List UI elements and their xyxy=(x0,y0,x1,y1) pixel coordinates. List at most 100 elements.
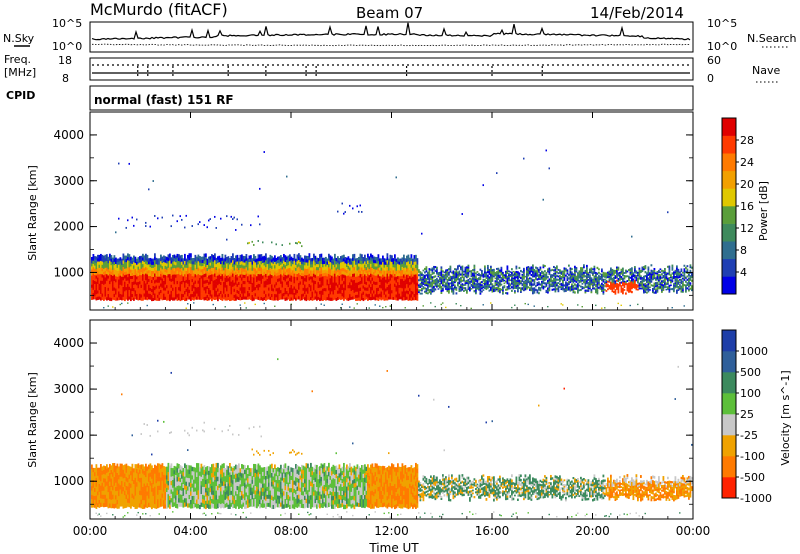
power-echo-cell xyxy=(499,274,501,277)
power-echo-cell xyxy=(251,273,254,277)
power-echo-cell xyxy=(440,274,443,277)
power-echo-cell xyxy=(629,290,632,293)
power-echo-cell xyxy=(115,275,117,280)
power-echo-cell xyxy=(241,283,243,288)
power-echo-cell xyxy=(452,290,455,293)
power-echo-cell xyxy=(379,272,381,277)
power-echo-cell xyxy=(415,270,417,275)
power-echo-cell xyxy=(266,257,269,262)
power-echo-cell xyxy=(185,267,188,271)
power-echo-cell xyxy=(449,282,452,285)
power-echo-cell xyxy=(212,277,215,281)
power-echo-cell xyxy=(335,282,338,286)
power-echo-cell xyxy=(202,293,204,297)
power-echo-cell xyxy=(178,280,180,284)
power-echo-cell xyxy=(467,284,470,287)
power-echo-cell xyxy=(575,275,578,278)
power-echo-cell xyxy=(283,282,285,287)
power-echo-cell xyxy=(190,290,192,295)
power-echo-cell xyxy=(121,276,123,280)
power-echo-cell xyxy=(427,274,429,277)
power-echo-cell xyxy=(232,259,234,264)
power-echo-cell xyxy=(364,274,366,278)
power-echo-cell xyxy=(323,260,326,265)
power-echo-cell xyxy=(386,276,389,281)
power-echo-cell xyxy=(133,258,135,263)
power-echo-cell xyxy=(133,261,135,266)
power-echo-cell xyxy=(121,258,123,262)
power-echo-cell xyxy=(122,293,125,297)
power-echo-cell xyxy=(262,256,264,260)
power-echo-cell xyxy=(503,275,506,278)
power-echo-cell xyxy=(655,285,657,288)
power-echo-cell xyxy=(284,294,287,298)
power-echo-cell xyxy=(103,281,105,285)
power-echo-cell xyxy=(562,284,564,286)
power-echo-cell xyxy=(587,279,590,281)
power-echo-cell xyxy=(602,285,605,288)
power-echo-cell xyxy=(284,287,287,292)
power-echo-cell xyxy=(448,273,450,276)
power-echo-cell xyxy=(337,274,339,279)
power-echo-cell xyxy=(415,280,417,285)
power-echo-cell xyxy=(494,289,497,292)
power-echo-cell xyxy=(233,257,236,262)
power-echo-cell xyxy=(239,290,242,294)
power-echo-cell xyxy=(265,290,267,295)
power-echo-cell xyxy=(235,255,237,259)
power-echo-cell xyxy=(614,285,617,288)
power-echo-cell xyxy=(365,278,368,282)
power-echo-cell xyxy=(184,287,186,292)
power-echo-cell xyxy=(542,282,545,285)
power-echo-cell xyxy=(635,285,638,288)
power-echo-cell xyxy=(662,289,665,291)
power-echo-cell xyxy=(100,273,102,278)
power-echo-cell xyxy=(470,285,473,287)
power-echo-cell xyxy=(367,253,369,258)
power-echo-cell xyxy=(176,263,179,268)
power-echo-cell xyxy=(383,270,386,274)
power-echo-cell xyxy=(218,274,221,278)
power-echo-cell xyxy=(325,256,327,261)
power-echo-cell xyxy=(188,269,191,274)
power-echo-cell xyxy=(137,290,140,295)
power-echo-cell xyxy=(283,253,285,258)
power-echo-cell xyxy=(439,285,441,288)
power-echo-cell xyxy=(656,284,659,287)
power-echo-cell xyxy=(289,242,291,245)
power-echo-cell xyxy=(193,258,195,262)
power-echo-cell xyxy=(652,289,654,292)
power-echo-cell xyxy=(199,274,201,279)
power-echo-cell xyxy=(206,288,209,292)
power-echo-cell xyxy=(290,262,293,267)
power-echo-cell xyxy=(221,283,224,288)
power-echo-cell xyxy=(232,286,234,291)
power-echo-cell xyxy=(652,276,654,279)
power-echo-cell xyxy=(374,293,377,298)
power-echo-cell xyxy=(554,277,557,280)
power-echo-cell xyxy=(134,287,137,291)
power-echo-cell xyxy=(178,283,180,288)
power-echo-cell xyxy=(212,296,215,300)
power-echo-cell xyxy=(395,267,398,271)
power-echo-cell xyxy=(178,286,180,291)
power-echo-cell xyxy=(206,264,209,268)
power-echo-cell xyxy=(248,241,250,244)
power-echo-cell xyxy=(287,296,290,300)
power-echo-cell xyxy=(613,283,615,286)
power-echo-cell xyxy=(400,261,402,265)
power-echo-cell xyxy=(356,270,359,274)
power-echo-cell xyxy=(238,293,240,298)
power-echo-cell xyxy=(235,258,237,263)
noise-left-bottom-tick: 10^0 xyxy=(52,40,82,53)
power-echo-cell xyxy=(304,296,306,301)
power-echo-cell xyxy=(373,277,375,282)
power-echo-cell xyxy=(290,294,293,298)
power-echo-cell xyxy=(628,285,630,288)
power-echo-cell xyxy=(505,270,507,273)
power-echo-cell xyxy=(215,227,217,229)
power-echo-cell xyxy=(325,260,327,264)
power-echo-cell xyxy=(304,271,306,275)
power-echo-cell xyxy=(335,270,338,274)
power-echo-cell xyxy=(254,265,257,269)
